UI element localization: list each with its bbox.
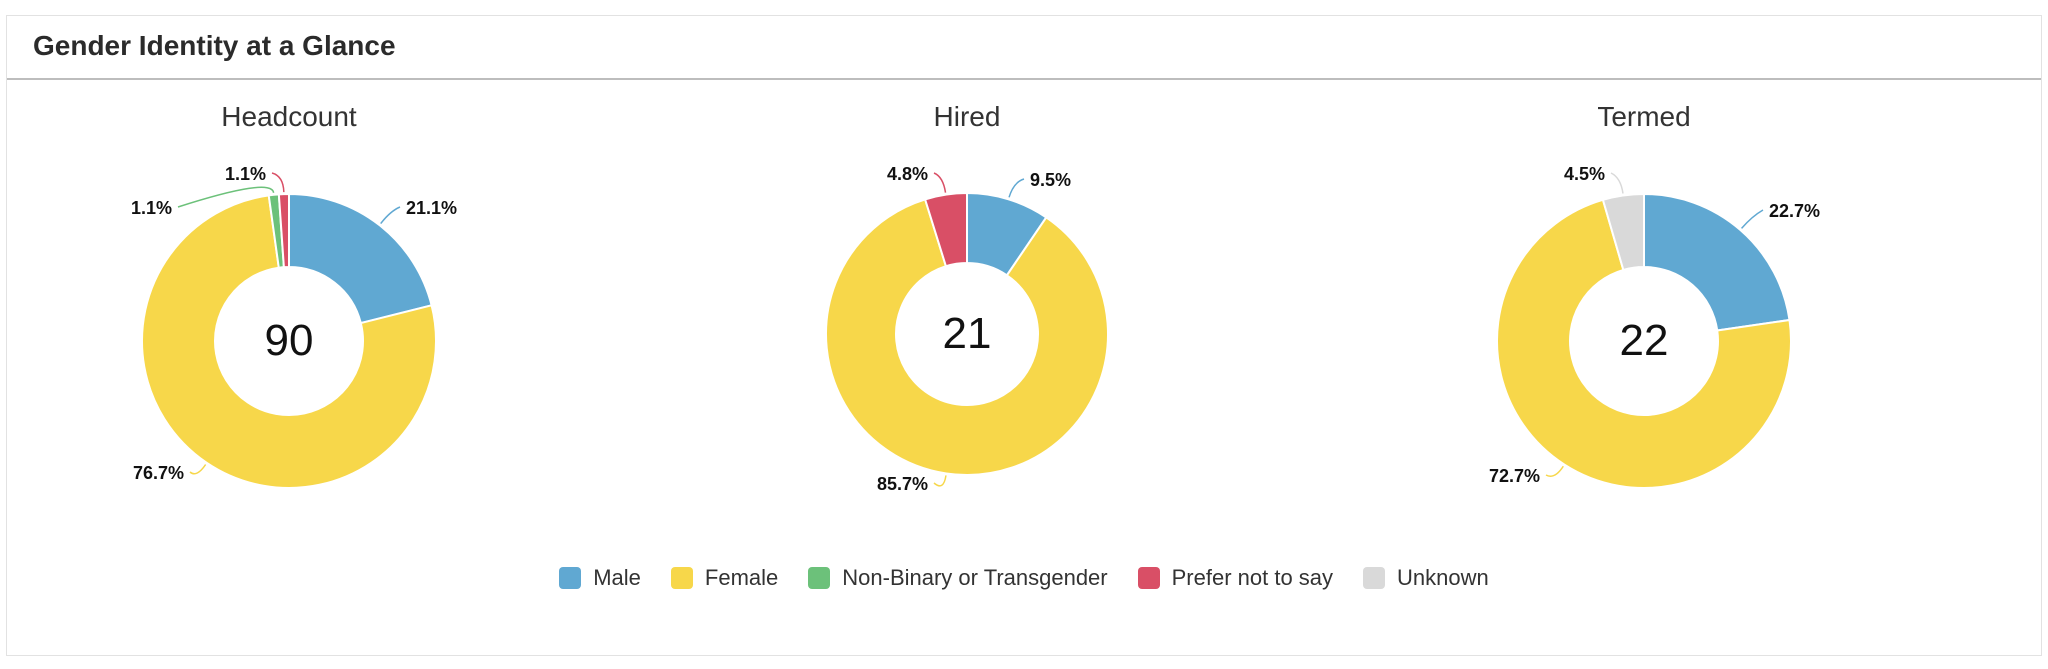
legend-label-prefer-not-to-say: Prefer not to say [1171,565,1334,590]
data-label: 4.8% [887,164,928,184]
slice-female [825,198,1109,476]
slice-connector [189,464,207,475]
legend-label-non-binary: Non-Binary or Transgender [842,565,1108,590]
donut-chart-termed: Termed 22.7% 72.7% 4.5% 22 [1489,101,1820,489]
slice-connector [271,172,285,193]
data-label: 85.7% [877,474,928,494]
slice-connector [1740,209,1764,229]
chart-panel: Gender Identity at a Glance [6,15,2042,656]
slice-connector [177,186,275,208]
legend: Male Female Non-Binary or Transgender Pr… [0,565,2048,591]
legend-label-male: Male [593,565,641,590]
slice-prefer-not-to-say [277,192,290,269]
slice-prefer-not-to-say [923,191,968,268]
panel-title: Gender Identity at a Glance [33,30,396,61]
legend-label-unknown: Unknown [1397,565,1489,590]
center-total: 22 [1620,316,1669,365]
chart-title: Headcount [221,101,357,132]
slice-connector [380,206,401,225]
chart-title: Termed [1597,101,1690,132]
slice-connector [933,475,947,487]
chart-title: Hired [934,101,1001,132]
data-label: 1.1% [225,164,266,184]
data-label: 72.7% [1489,466,1540,486]
slice-female [1496,198,1792,489]
legend-item-unknown[interactable]: Unknown [1363,565,1489,591]
slice-connector [1008,178,1025,198]
slice-connector [933,172,947,193]
center-total: 21 [943,309,992,358]
legend-swatch-female [670,567,693,589]
legend-item-prefer-not-to-say[interactable]: Prefer not to say [1137,565,1334,591]
data-label: 4.5% [1564,164,1605,184]
center-total: 90 [265,316,314,365]
data-label: 22.7% [1769,201,1820,221]
slice-unknown [1601,192,1645,272]
data-label: 9.5% [1030,170,1071,190]
legend-item-non-binary[interactable]: Non-Binary or Transgender [808,565,1108,591]
legend-swatch-unknown [1363,567,1386,589]
slice-female [141,194,437,489]
data-label: 21.1% [406,198,457,218]
data-label: 76.7% [133,463,184,483]
legend-item-male[interactable]: Male [559,565,641,591]
slice-male [288,192,433,325]
slice-male [1643,192,1791,332]
donut-chart-headcount: Headcount 21.1% 76.7% 1.1% 1.1% 90 [131,101,457,489]
legend-swatch-male [559,567,582,589]
slice-connector [1545,465,1564,477]
panel-header: Gender Identity at a Glance [7,16,2041,80]
legend-label-female: Female [704,565,779,590]
slice-connector [1610,172,1624,194]
data-label: 1.1% [131,198,172,218]
legend-swatch-non-binary [808,567,831,589]
legend-swatch-prefer-not-to-say [1137,567,1160,589]
legend-item-female[interactable]: Female [670,565,779,591]
donut-chart-hired: Hired 9.5% 85.7% 4.8% 21 [825,101,1109,494]
